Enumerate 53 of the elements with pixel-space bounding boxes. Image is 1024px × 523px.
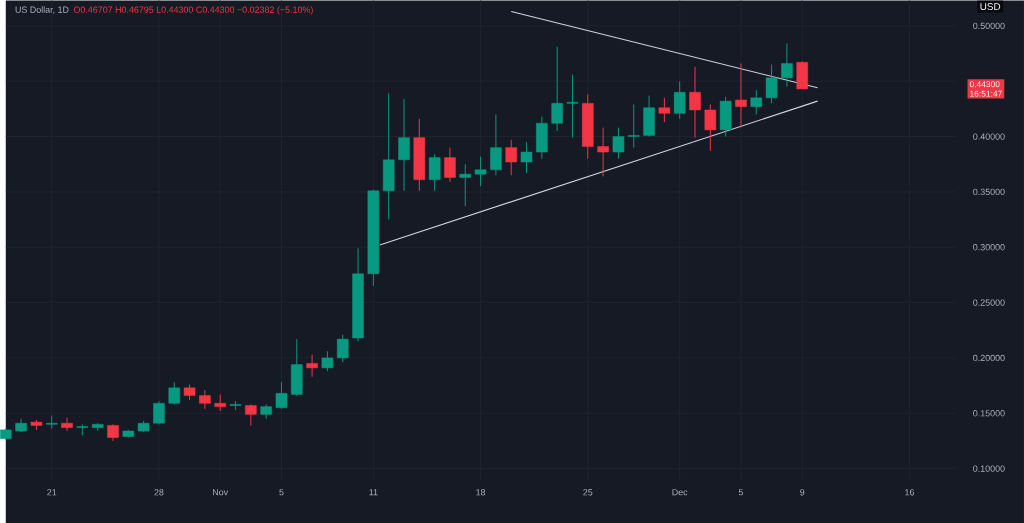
candlestick xyxy=(566,73,579,138)
candlestick xyxy=(658,97,671,123)
candlestick xyxy=(459,163,472,207)
y-tick-label: 0.50000 xyxy=(973,22,1005,29)
candlestick xyxy=(689,66,701,138)
x-tick-label: 5 xyxy=(279,488,284,496)
y-axis-title: USD xyxy=(980,2,1001,10)
candlestick xyxy=(750,89,763,115)
candlestick xyxy=(490,113,502,176)
text: O0.46707 H0.46795 L0.44300 C0.44300 −0.02382 (−5.10%) xyxy=(73,6,313,15)
candlestick xyxy=(551,46,563,132)
candlestick xyxy=(428,153,441,192)
x-tick-label: 28 xyxy=(154,488,164,496)
candlestick xyxy=(61,416,73,432)
candlestick xyxy=(505,139,517,176)
candlestick xyxy=(597,126,609,177)
x-tick-label: 5 xyxy=(738,488,744,496)
candlestick xyxy=(765,63,778,104)
text: 0.44300 xyxy=(969,81,1000,88)
y-tick-label: 0.20000 xyxy=(973,354,1005,361)
x-tick-label: Dec xyxy=(672,488,688,496)
candlestick xyxy=(306,353,318,378)
y-tick-label: 0.40000 xyxy=(973,133,1005,140)
candlestick xyxy=(245,403,257,426)
candlestick xyxy=(398,98,410,192)
x-tick-label: 16 xyxy=(905,488,914,496)
candlestick xyxy=(520,141,533,174)
candlestick xyxy=(444,146,456,183)
x-tick-label: Nov xyxy=(213,488,229,496)
text: 16:51:47 xyxy=(970,90,1002,97)
candlestick xyxy=(474,155,487,187)
text: US Dollar, 1D xyxy=(15,6,69,14)
y-tick-label: 0.15000 xyxy=(973,409,1005,417)
x-tick-label: 9 xyxy=(800,488,805,496)
candlestick xyxy=(704,103,717,152)
candlestick xyxy=(199,389,211,410)
x-tick-label: 11 xyxy=(369,488,378,496)
candlestick xyxy=(781,42,793,88)
candlestick xyxy=(612,126,625,159)
candlestick xyxy=(45,414,58,430)
y-tick-label: 0.10000 xyxy=(973,465,1005,472)
candlestick xyxy=(673,80,686,120)
x-tick-label: 21 xyxy=(47,488,57,496)
y-tick-label: 0.35000 xyxy=(973,188,1005,195)
candlestick xyxy=(627,103,640,148)
y-tick-label: 0.25000 xyxy=(973,299,1005,306)
y-tick-label: 0.30000 xyxy=(973,243,1005,251)
candlestick xyxy=(735,62,747,128)
x-tick-label: 25 xyxy=(583,488,593,496)
x-tick-label: 18 xyxy=(476,488,486,496)
candlestick xyxy=(321,350,334,372)
candlestick xyxy=(336,333,349,363)
candlestick xyxy=(275,381,288,410)
